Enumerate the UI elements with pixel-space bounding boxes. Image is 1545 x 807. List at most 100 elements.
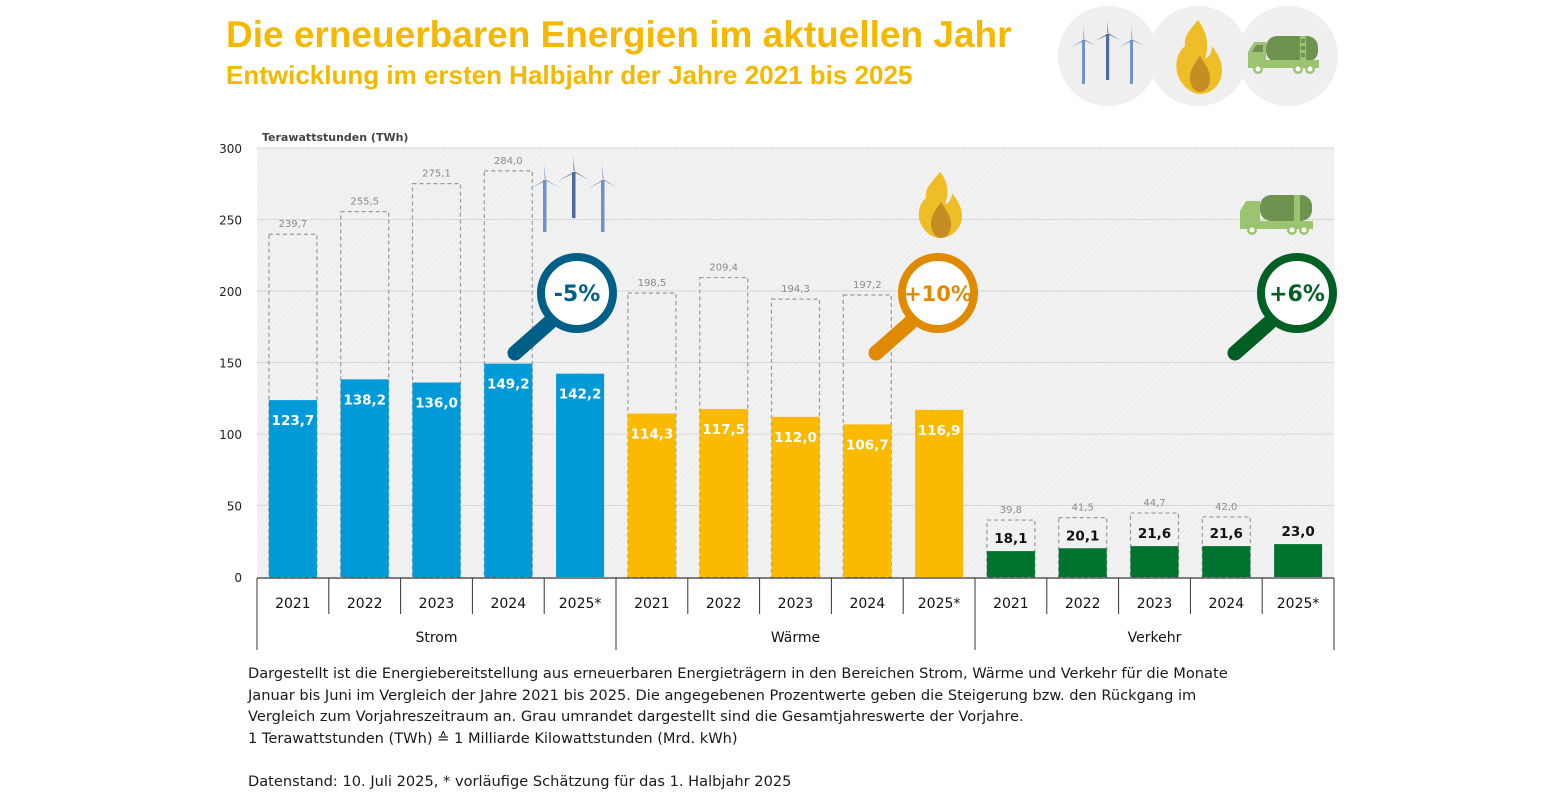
magnifier-handle	[868, 315, 918, 361]
bar-value-label: 21,6	[1138, 526, 1171, 542]
group-label: Strom	[415, 630, 457, 646]
y-tick-label: 200	[219, 285, 242, 299]
magnifier-badge-verkehr: +6%	[1227, 253, 1337, 361]
x-tick-label: 2023	[419, 596, 455, 612]
bar-value-label: 123,7	[272, 413, 315, 429]
cab	[1240, 201, 1260, 225]
bar-value-label: 21,6	[1210, 526, 1243, 542]
bar-wärme-2023	[771, 416, 820, 577]
header-icons	[1058, 6, 1338, 106]
x-tick-label: 2025*	[559, 596, 602, 612]
full-year-label: 275,1	[422, 169, 451, 180]
full-year-label: 39,8	[1000, 505, 1022, 516]
header-circle-flame	[1148, 6, 1248, 106]
footnote: Dargestellt ist die Energiebereitstellun…	[248, 663, 1228, 792]
turbine-tower	[543, 180, 547, 232]
bar-verkehr-2021	[986, 551, 1035, 577]
bar-value-label: 114,3	[631, 427, 674, 443]
full-year-label: 209,4	[709, 263, 738, 274]
bar-strom-2022	[340, 379, 389, 577]
x-tick-label: 2022	[347, 596, 383, 612]
x-tick-label: 2021	[993, 596, 1029, 612]
magnifier-ring	[537, 253, 617, 333]
ladder	[1294, 195, 1300, 221]
full-year-label: 197,2	[853, 280, 882, 291]
full-year-label: 41,5	[1072, 503, 1094, 514]
bar-verkehr-2022	[1058, 548, 1107, 577]
x-tick-label: 2024	[849, 596, 885, 612]
full-year-label: 255,5	[350, 197, 379, 208]
y-axis-label: Terawattstunden (TWh)	[262, 131, 408, 144]
x-tick-label: 2022	[1065, 596, 1101, 612]
full-year-label: 194,3	[781, 284, 810, 295]
tanker-truck-icon	[1248, 36, 1319, 74]
group-label: Wärme	[771, 630, 820, 646]
bar-value-label: 136,0	[415, 396, 458, 412]
x-tick-label: 2021	[275, 596, 311, 612]
wheel-hub	[1301, 227, 1307, 233]
bar-wärme-2024	[843, 424, 892, 577]
data-status: Datenstand: 10. Juli 2025, * vorläufige …	[248, 772, 792, 790]
bar-value-label: 142,2	[559, 387, 602, 403]
bar-value-label: 23,0	[1281, 524, 1314, 540]
magnifier-ring	[1257, 253, 1337, 333]
magnifier-handle	[507, 315, 557, 361]
full-year-label: 44,7	[1143, 498, 1165, 509]
x-tick-label: 2021	[634, 596, 670, 612]
bar-value-label: 116,9	[918, 423, 961, 439]
chart-subtitle: Entwicklung im ersten Halbjahr der Jahre…	[226, 60, 913, 90]
turbine-tower	[601, 180, 605, 232]
wind-turbines-icon	[1071, 20, 1144, 84]
turbine-blades	[587, 164, 618, 189]
y-tick-label: 0	[234, 571, 242, 585]
change-percent-label: +6%	[1269, 282, 1325, 307]
x-tick-label: 2024	[1208, 596, 1244, 612]
bar-value-label: 112,0	[774, 430, 817, 446]
x-tick-label: 2023	[1137, 596, 1173, 612]
flame-icon	[918, 172, 962, 238]
footnote-line: Dargestellt ist die Energiebereitstellun…	[248, 665, 1228, 682]
bar-wärme-2025	[915, 409, 964, 577]
full-year-label: 42,0	[1215, 502, 1237, 513]
chart-title: Die erneuerbaren Energien im aktuellen J…	[226, 14, 1012, 55]
y-tick-label: 250	[219, 214, 242, 228]
full-year-outline	[1058, 517, 1108, 578]
bar-strom-2021	[268, 400, 317, 577]
magnifier-badge-strom: -5%	[507, 253, 617, 361]
header-circle-wind	[1058, 6, 1158, 106]
flame-inner	[931, 202, 951, 238]
footnote-line: Vergleich zum Vorjahreszeitraum an. Grau…	[248, 708, 1024, 725]
turbine-blades	[558, 156, 589, 181]
x-tick-label: 2025*	[918, 596, 961, 612]
bar-strom-2025	[556, 373, 605, 577]
bar-verkehr-2024	[1202, 546, 1251, 577]
bar-value-label: 20,1	[1066, 528, 1099, 544]
full-year-label: 198,5	[638, 278, 667, 289]
magnifier-ring	[898, 253, 978, 333]
bar-strom-2024	[484, 363, 533, 577]
x-tick-label: 2023	[778, 596, 814, 612]
x-tick-label: 2022	[706, 596, 742, 612]
bar-wärme-2021	[627, 413, 676, 577]
bar-verkehr-2025	[1274, 544, 1323, 577]
bar-verkehr-2023	[1130, 546, 1179, 577]
change-percent-label: -5%	[554, 282, 600, 307]
turbine-tower	[572, 172, 576, 218]
header-circle-truck	[1238, 6, 1338, 106]
bar-value-label: 138,2	[343, 392, 386, 408]
full-year-label: 284,0	[494, 156, 523, 167]
tanker-truck-icon	[1240, 195, 1313, 235]
footnote-line: Januar bis Juni im Vergleich der Jahre 2…	[248, 686, 1197, 704]
footnote-line: 1 Terawattstunden (TWh) ≙ 1 Milliarde Ki…	[248, 729, 738, 747]
magnifier-handle	[1227, 315, 1277, 361]
y-tick-label: 50	[227, 500, 242, 514]
wheel-hub	[1249, 227, 1255, 233]
bar-value-label: 149,2	[487, 377, 530, 393]
wheel-hub	[1289, 227, 1295, 233]
wind-turbines-icon	[529, 156, 618, 232]
y-tick-label: 300	[219, 142, 242, 156]
magnifier-badge-wärme: +10%	[868, 253, 978, 361]
flame-icon	[1176, 20, 1222, 94]
bar-strom-2023	[412, 382, 461, 577]
